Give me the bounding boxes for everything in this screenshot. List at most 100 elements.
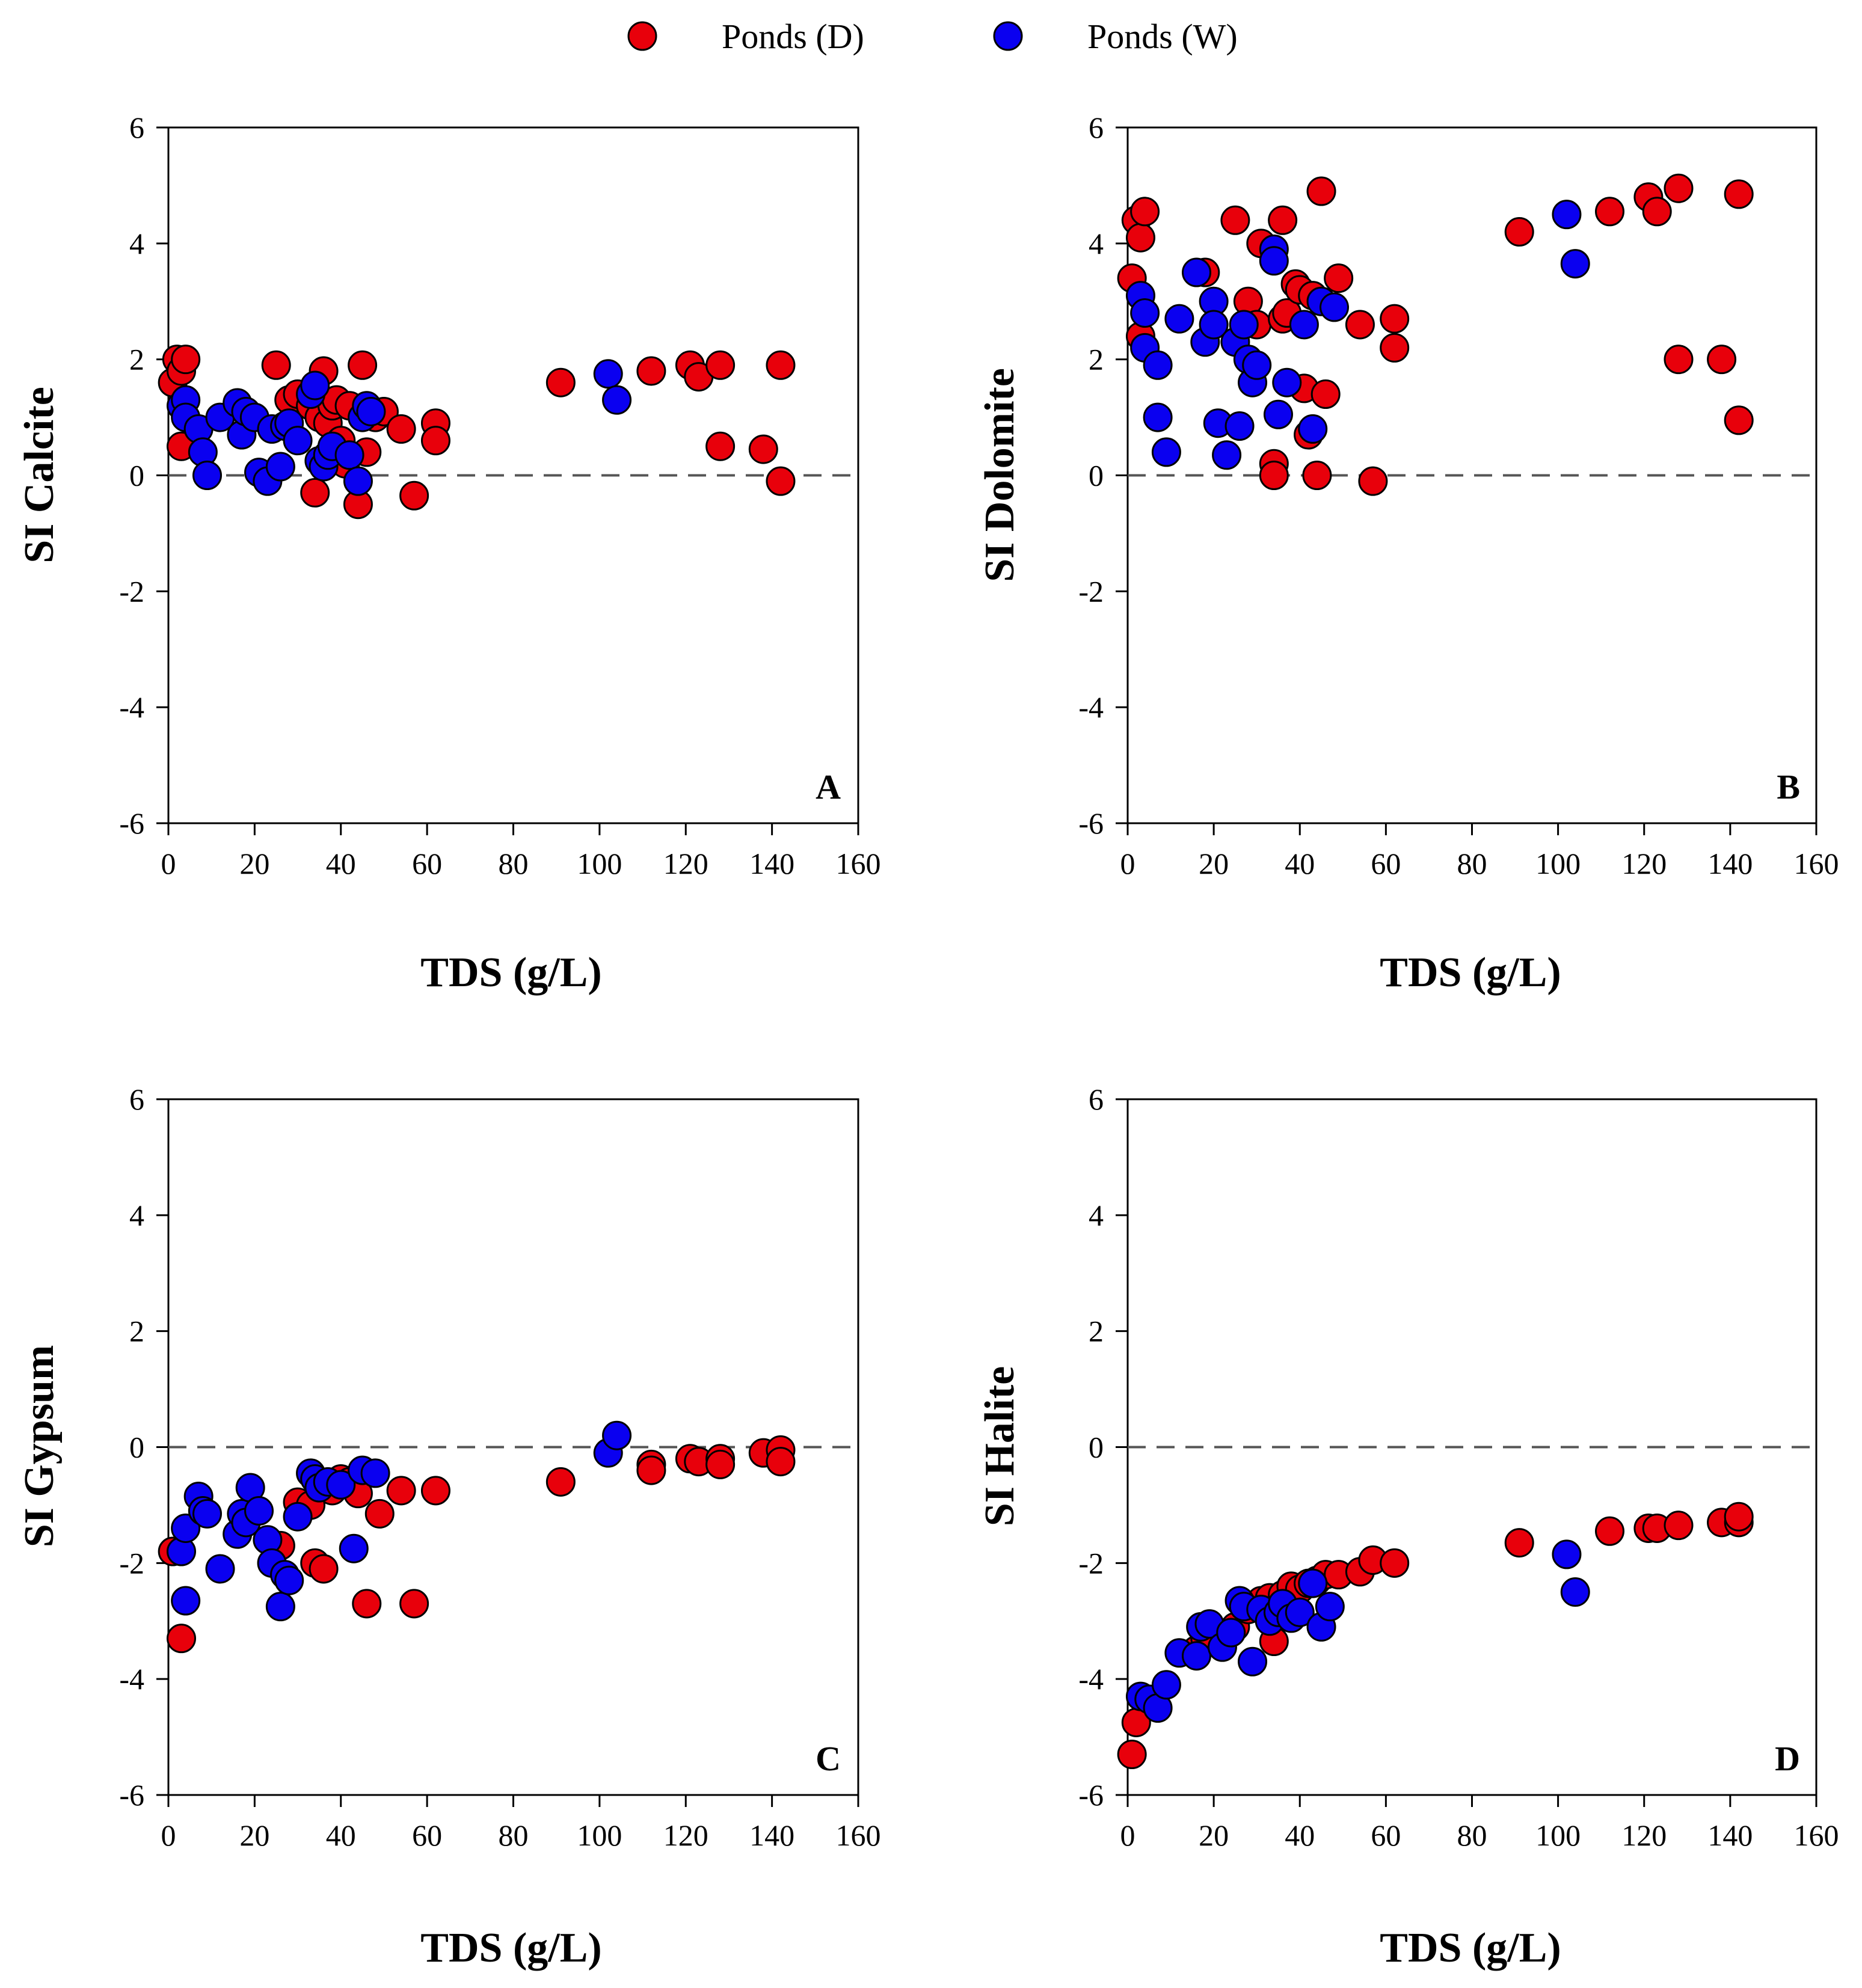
panel-b-y-axis-title: SI Dolomite bbox=[977, 368, 1023, 582]
panel-a-x-tick-label: 80 bbox=[499, 847, 529, 880]
panel-b-point-ponds-d bbox=[1324, 263, 1354, 293]
panel-b-point-ponds-w bbox=[1130, 298, 1160, 328]
panel-a-x-tick-label: 100 bbox=[577, 847, 622, 880]
panel-c-x-tick-label: 40 bbox=[326, 1818, 356, 1852]
panel-c-point-ponds-d bbox=[636, 1455, 666, 1485]
panel-d-point-ponds-w bbox=[1151, 1670, 1181, 1700]
panel-b-dolomite: TDS (g/L) SI Dolomite B 0 20 40 60 80 100 120 1… bbox=[977, 111, 1839, 996]
panel-d-point-ponds-w bbox=[1238, 1646, 1268, 1677]
panel-b-x-axis-title: TDS (g/L) bbox=[1380, 950, 1561, 996]
panel-a-point-ponds-d bbox=[705, 431, 736, 461]
panel-c-point-ponds-w bbox=[283, 1502, 313, 1532]
panel-b-point-ponds-d bbox=[1310, 379, 1341, 410]
panel-d-x-tick-label: 80 bbox=[1457, 1818, 1487, 1852]
panel-d-halite: TDS (g/L) SI Halite D 0 20 40 60 80 100 120 140… bbox=[977, 1082, 1839, 1971]
panel-b-x-tick-label: 140 bbox=[1707, 847, 1753, 880]
panel-d-y-tick-label: 2 bbox=[1089, 1315, 1104, 1348]
panel-d-x-axis-title: TDS (g/L) bbox=[1380, 1925, 1561, 1971]
panel-d-point-ponds-w bbox=[1182, 1641, 1211, 1671]
panel-c-y-tick-label: -2 bbox=[119, 1546, 144, 1580]
panel-b-point-ponds-w bbox=[1263, 399, 1293, 429]
panel-a-point-ponds-d bbox=[261, 350, 291, 380]
panel-b-point-ponds-w bbox=[1151, 437, 1181, 467]
panel-a-y-tick-label: 0 bbox=[129, 459, 144, 492]
panel-b-point-ponds-d bbox=[1302, 461, 1332, 490]
panel-c-y-tick-label: 0 bbox=[129, 1431, 144, 1464]
panel-a-point-ponds-d bbox=[399, 480, 429, 511]
panel-b-point-ponds-w bbox=[1298, 414, 1328, 444]
panel-b-point-ponds-w bbox=[1560, 249, 1590, 279]
panel-d-y-tick-label: -4 bbox=[1078, 1662, 1104, 1696]
panel-b-letter: B bbox=[1777, 767, 1800, 806]
panel-b-point-ponds-d bbox=[1268, 205, 1298, 235]
panel-b-x-tick-label: 60 bbox=[1371, 847, 1401, 880]
panel-c-gypsum: TDS (g/L) SI Gypsum C 0 20 40 60 80 100 120 140… bbox=[16, 1082, 881, 1971]
panel-d-x-tick-label: 120 bbox=[1621, 1818, 1667, 1852]
panel-c-point-ponds-w bbox=[602, 1420, 632, 1450]
panel-b-point-ponds-w bbox=[1182, 257, 1211, 287]
panel-b-point-ponds-d bbox=[1380, 304, 1410, 334]
panel-b-y-tick-label: 2 bbox=[1089, 343, 1104, 376]
panel-b-y-tick-label: 0 bbox=[1089, 459, 1104, 492]
panel-a-x-axis-title: TDS (g/L) bbox=[420, 950, 601, 996]
panel-c-y-tick-label: -4 bbox=[119, 1662, 144, 1696]
panel-d-y-tick-label: 4 bbox=[1089, 1198, 1104, 1232]
panel-c-point-ponds-d bbox=[545, 1467, 576, 1497]
panel-c-point-ponds-w bbox=[326, 1470, 356, 1500]
panel-c-point-ponds-w bbox=[339, 1533, 369, 1563]
panel-d-y-axis-title: SI Halite bbox=[977, 1366, 1023, 1526]
legend-marker-ponds-w bbox=[993, 21, 1023, 51]
panel-d-x-tick-label: 140 bbox=[1707, 1818, 1753, 1852]
panel-b-point-ponds-w bbox=[1143, 350, 1173, 380]
panel-b-point-ponds-d bbox=[1220, 205, 1250, 235]
panel-b-point-ponds-d bbox=[1724, 405, 1754, 435]
panel-a-point-ponds-d bbox=[766, 466, 796, 496]
panel-c-point-ponds-d bbox=[705, 1449, 736, 1479]
panel-b-point-ponds-w bbox=[1212, 440, 1242, 470]
panel-b-point-ponds-d bbox=[1358, 466, 1388, 496]
panel-a-x-tick-label: 140 bbox=[749, 847, 794, 880]
panel-a-point-ponds-w bbox=[334, 440, 364, 470]
panel-b-point-ponds-d bbox=[1664, 345, 1694, 375]
panel-a-calcite: TDS (g/L) SI Calcite A 0 20 40 60 80 100 120 14… bbox=[16, 111, 881, 996]
panel-a-point-ponds-d bbox=[766, 350, 796, 380]
panel-c-letter: C bbox=[816, 1739, 841, 1778]
panel-d-x-tick-label: 20 bbox=[1199, 1818, 1229, 1852]
panel-b-x-tick-label: 120 bbox=[1621, 847, 1667, 880]
panel-b-point-ponds-d bbox=[1504, 217, 1534, 247]
panel-b-point-ponds-w bbox=[1242, 350, 1272, 380]
panel-b-point-ponds-d bbox=[1595, 197, 1624, 227]
panel-c-x-tick-label: 160 bbox=[836, 1818, 881, 1852]
panel-a-point-ponds-w bbox=[265, 452, 295, 482]
panel-c-point-ponds-w bbox=[274, 1565, 304, 1595]
panel-c-point-ponds-w bbox=[360, 1458, 390, 1488]
panel-d-x-tick-label: 0 bbox=[1120, 1818, 1135, 1852]
panel-d-x-tick-label: 60 bbox=[1371, 1818, 1401, 1852]
panel-a-point-ponds-d bbox=[386, 414, 416, 444]
panel-b-point-ponds-w bbox=[1164, 304, 1194, 334]
panel-b-x-tick-label: 0 bbox=[1120, 847, 1135, 880]
legend: Ponds (D) Ponds (W) bbox=[627, 17, 1238, 56]
panel-c-point-ponds-d bbox=[352, 1589, 382, 1619]
panel-a-y-tick-label: -6 bbox=[119, 806, 144, 840]
panel-d-y-tick-label: 0 bbox=[1089, 1431, 1104, 1464]
panel-b-point-ponds-w bbox=[1224, 411, 1255, 441]
panel-a-point-ponds-w bbox=[602, 385, 632, 415]
panel-b-point-ponds-w bbox=[1289, 310, 1319, 340]
legend-label-ponds-w: Ponds (W) bbox=[1087, 17, 1238, 56]
panel-b-point-ponds-d bbox=[1642, 197, 1672, 227]
panel-a-point-ponds-d bbox=[636, 356, 666, 386]
panel-c-point-ponds-w bbox=[205, 1554, 235, 1584]
panel-d-point-ponds-d bbox=[1380, 1548, 1410, 1578]
panel-c-point-ponds-w bbox=[244, 1496, 274, 1526]
panel-b-y-tick-label: -4 bbox=[1078, 690, 1104, 724]
panel-b-point-ponds-d bbox=[1664, 173, 1694, 203]
panel-a-point-ponds-w bbox=[343, 466, 373, 496]
panel-a-y-tick-label: 6 bbox=[129, 111, 144, 144]
panel-b-point-ponds-d bbox=[1707, 345, 1737, 375]
panel-b-point-ponds-d bbox=[1130, 197, 1160, 227]
panel-a-x-tick-label: 0 bbox=[161, 847, 176, 880]
panel-c-x-tick-label: 0 bbox=[161, 1818, 176, 1852]
panel-d-point-ponds-d bbox=[1117, 1740, 1147, 1770]
panel-b-point-ponds-w bbox=[1143, 402, 1173, 432]
